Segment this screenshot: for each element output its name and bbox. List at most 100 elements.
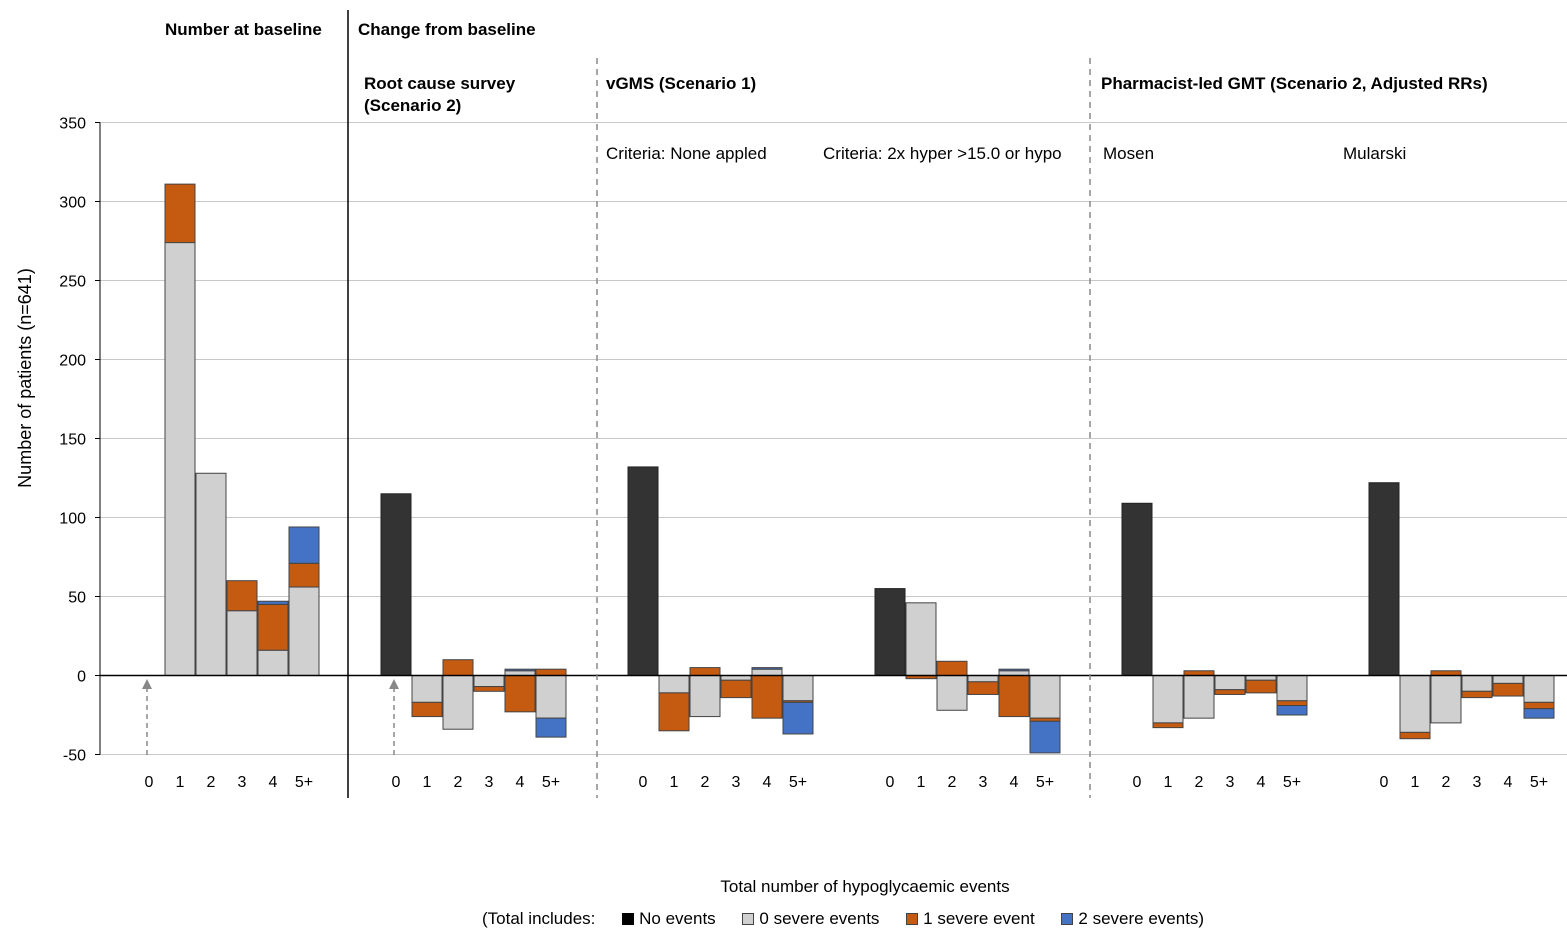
x-tick-label: 1	[1411, 774, 1420, 791]
legend-swatch-0-severe	[742, 912, 755, 925]
legend-label-2-severe: 2 severe events)	[1078, 908, 1205, 928]
bar-seg-one-severe	[535, 668, 567, 676]
bar-seg-zero-severe	[1523, 675, 1555, 703]
bar-seg-zero-severe	[1183, 675, 1215, 719]
bar-seg-zero-severe	[1214, 675, 1246, 691]
bar-seg-zero-severe	[226, 610, 258, 676]
bar-seg-zero-severe	[905, 602, 937, 677]
bar-seg-two-severe	[1523, 708, 1555, 719]
x-tick-label: 3	[1473, 774, 1482, 791]
x-tick-label: 4	[269, 774, 278, 791]
arrowhead	[389, 679, 399, 689]
bar-seg-zero-severe	[1152, 675, 1184, 724]
bar-seg-zero-severe	[257, 649, 289, 676]
bar-seg-two-severe	[257, 600, 289, 605]
x-tick-label: 1	[1164, 774, 1173, 791]
y-tick-label: 350	[59, 116, 86, 133]
x-tick-label: 0	[145, 774, 154, 791]
group-title: Pharmacist-led GMT (Scenario 2, Adjusted…	[1101, 74, 1488, 93]
bar-seg-one-severe	[1399, 731, 1431, 740]
x-tick-label: 3	[238, 774, 247, 791]
bar-seg-zero-severe	[967, 675, 999, 683]
group-subtitle: Mularski	[1343, 144, 1406, 163]
legend-label-0-severe: 0 severe events	[759, 908, 880, 928]
x-tick-label: 5+	[542, 774, 560, 791]
x-tick-label: 2	[207, 774, 216, 791]
y-tick-label: 100	[59, 511, 86, 528]
bar-seg-zero-severe	[473, 675, 505, 688]
y-tick-label: 150	[59, 432, 86, 449]
x-tick-label: 2	[1195, 774, 1204, 791]
bar-seg-one-severe	[1152, 722, 1184, 729]
x-tick-label: 0	[639, 774, 648, 791]
bar-seg-zero-severe	[1461, 675, 1493, 692]
x-tick-label: 4	[1504, 774, 1513, 791]
bar-seg-zero-severe	[1029, 675, 1061, 719]
bar-seg-zero-severe	[1399, 675, 1431, 733]
axes	[95, 10, 1567, 798]
x-tick-label: 5+	[1530, 774, 1548, 791]
y-axis-label: Number of patients (n=641)	[15, 268, 35, 488]
bar-seg-zero-severe	[411, 675, 443, 703]
bar-seg-one-severe	[936, 660, 968, 677]
group-subtitle: Mosen	[1103, 144, 1154, 163]
bar-seg-zero-severe	[751, 668, 783, 676]
bar-seg-zero-severe	[936, 675, 968, 711]
x-tick-label: 0	[392, 774, 401, 791]
y-tick-label: 300	[59, 195, 86, 212]
bar-seg-zero-severe	[782, 675, 814, 702]
bar-seg-one-severe	[1214, 689, 1246, 695]
x-tick-label: 2	[1442, 774, 1451, 791]
bar-seg-one-severe	[751, 675, 783, 719]
bar-seg-one-severe	[288, 562, 320, 588]
bar-seg-one-severe	[504, 675, 536, 713]
bar-seg-zero-severe	[1492, 675, 1524, 684]
y-tick-label: 250	[59, 274, 86, 291]
bar-seg-two-severe	[1029, 720, 1061, 754]
legend: (Total includes: No events 0 severe even…	[482, 908, 1204, 929]
x-tick-label: 2	[701, 774, 710, 791]
legend-prefix: (Total includes:	[482, 908, 596, 928]
y-tick-label: 200	[59, 353, 86, 370]
x-tick-label: 0	[1133, 774, 1142, 791]
bar-seg-one-severe	[473, 686, 505, 692]
arrowhead	[142, 679, 152, 689]
gridlines	[100, 122, 1567, 755]
x-tick-label: 4	[763, 774, 772, 791]
x-axis-label: Total number of hypoglycaemic events	[720, 877, 1010, 896]
chart-texts: Number at baseline Change from baseline …	[15, 20, 1548, 791]
legend-label-1-severe: 1 severe event	[923, 908, 1035, 928]
bar-seg-zero-severe	[195, 472, 227, 677]
header-change: Change from baseline	[358, 20, 536, 39]
bar-seg-one-severe	[967, 681, 999, 695]
y-tick-label: -50	[63, 748, 86, 765]
bar-seg-one-severe	[1461, 690, 1493, 699]
legend-swatch-2-severe	[1061, 912, 1074, 925]
bar-seg-one-severe	[1276, 700, 1308, 707]
bar-seg-one-severe	[1492, 682, 1524, 697]
bar-seg-one-severe	[411, 701, 443, 718]
x-tick-label: 2	[454, 774, 463, 791]
bar-seg-zero-severe	[164, 242, 196, 677]
x-tick-label: 0	[1380, 774, 1389, 791]
x-tick-label: 4	[1010, 774, 1019, 791]
bar-seg-two-severe	[535, 717, 567, 738]
bar-no-events	[1368, 482, 1400, 676]
x-tick-label: 5+	[1036, 774, 1054, 791]
x-tick-label: 4	[516, 774, 525, 791]
x-tick-label: 3	[485, 774, 494, 791]
bar-seg-one-severe	[720, 679, 752, 699]
group-subtitle: Criteria: None appled	[606, 144, 767, 163]
y-tick-label: 50	[68, 590, 86, 607]
bar-seg-one-severe	[257, 603, 289, 651]
bar-seg-zero-severe	[535, 675, 567, 719]
bar-seg-two-severe	[288, 526, 320, 564]
bar-seg-zero-severe	[658, 675, 690, 694]
bar-no-events	[627, 466, 659, 676]
x-tick-label: 2	[948, 774, 957, 791]
x-tick-label: 5+	[295, 774, 313, 791]
group-title: vGMS (Scenario 1)	[606, 74, 756, 93]
bar-no-events	[1121, 502, 1153, 676]
bar-seg-two-severe	[782, 701, 814, 735]
